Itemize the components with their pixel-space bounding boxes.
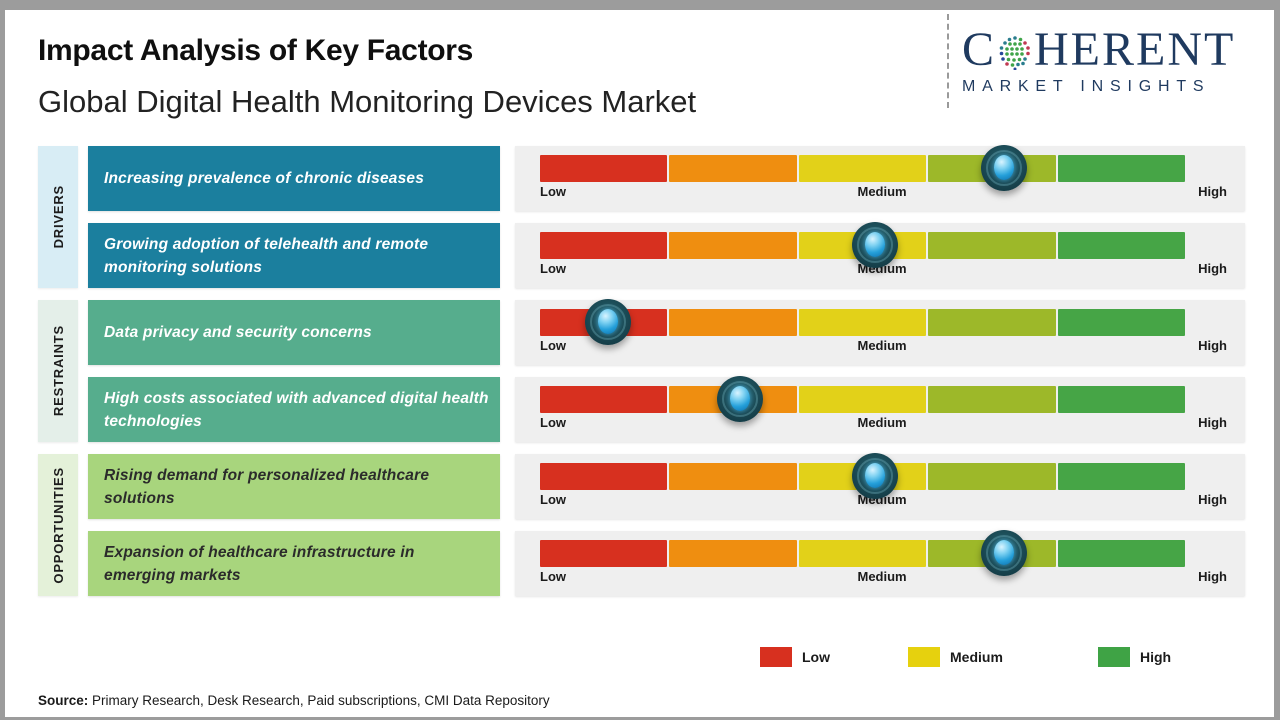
logo-letters-herent: HERENT: [1034, 23, 1236, 76]
marker-orb: [865, 463, 886, 488]
legend-swatch-medium: [908, 647, 940, 667]
group-label-drivers: DRIVERS: [50, 185, 66, 249]
factor-box-restraint-2: High costs associated with advanced digi…: [88, 377, 500, 442]
page-title: Impact Analysis of Key Factors: [38, 34, 474, 67]
legend-label-medium: Medium: [950, 649, 1003, 665]
impact-marker-icon: [981, 145, 1028, 191]
brand-logo-wordmark: C HERENT: [962, 26, 1264, 74]
group-band-opportunities: OPPORTUNITIES: [38, 454, 78, 596]
scale-label-medium: Medium: [857, 184, 907, 199]
scale-label-low: Low: [540, 415, 566, 430]
impact-marker-icon: [852, 453, 899, 499]
factor-text: Increasing prevalence of chronic disease…: [104, 170, 425, 187]
marker-orb: [994, 540, 1015, 565]
impact-marker-icon: [852, 222, 899, 268]
scale-label-low: Low: [540, 569, 566, 584]
marker-orb: [597, 309, 618, 334]
factor-text: Data privacy and security concerns: [104, 324, 372, 341]
impact-bar-panel-6: Low Medium High: [515, 530, 1245, 596]
legend-label-high: High: [1140, 649, 1172, 665]
scale-label-high: High: [1198, 415, 1227, 430]
impact-bar-panel-5: Low Medium High: [515, 453, 1245, 519]
scale-label-low: Low: [540, 492, 566, 507]
source-prefix: Source:: [38, 693, 89, 708]
impact-scale-bar: [540, 309, 1186, 336]
scale-label-high: High: [1198, 261, 1227, 276]
legend-label-low: Low: [802, 649, 830, 665]
factor-box-opportunity-2: Expansion of healthcare infrastructure i…: [88, 531, 500, 596]
legend-item-medium: Medium: [908, 646, 1003, 668]
logo-letter-c: C: [962, 23, 997, 76]
source-text: Primary Research, Desk Research, Paid su…: [88, 693, 550, 708]
factor-box-driver-2: Growing adoption of telehealth and remot…: [88, 223, 500, 288]
impact-marker-icon: [716, 376, 763, 422]
page-subtitle: Global Digital Health Monitoring Devices…: [38, 84, 697, 119]
legend-swatch-high: [1098, 647, 1130, 667]
group-label-opportunities: OPPORTUNITIES: [50, 466, 66, 584]
slide: Impact Analysis of Key Factors Global Di…: [5, 10, 1274, 717]
marker-orb: [729, 386, 750, 411]
group-band-drivers: DRIVERS: [38, 146, 78, 288]
factor-text: Rising demand for personalized healthcar…: [104, 466, 430, 507]
scale-label-medium: Medium: [857, 415, 907, 430]
logo-divider: [947, 14, 949, 108]
scale-label-high: High: [1198, 184, 1227, 199]
impact-bar-panel-2: Low Medium High: [515, 222, 1245, 288]
scale-label-high: High: [1198, 492, 1227, 507]
group-band-restraints: RESTRAINTS: [38, 300, 78, 442]
scale-label-medium: Medium: [857, 569, 907, 584]
impact-marker-icon: [584, 299, 631, 345]
impact-bar-panel-1: Low Medium High: [515, 145, 1245, 211]
scale-label-high: High: [1198, 338, 1227, 353]
legend-item-low: Low: [760, 646, 830, 668]
marker-orb: [994, 155, 1015, 180]
group-label-restraints: RESTRAINTS: [50, 325, 66, 417]
brand-logo-tagline: MARKET INSIGHTS: [962, 78, 1211, 95]
factor-text: Expansion of healthcare infrastructure i…: [104, 543, 415, 584]
scale-label-low: Low: [540, 184, 566, 199]
marker-orb: [865, 232, 886, 257]
impact-marker-icon: [981, 530, 1028, 576]
factor-box-driver-1: Increasing prevalence of chronic disease…: [88, 146, 500, 211]
factor-box-restraint-1: Data privacy and security concerns: [88, 300, 500, 365]
factor-text: Growing adoption of telehealth and remot…: [104, 235, 429, 276]
impact-scale-bar: [540, 386, 1186, 413]
scale-label-medium: Medium: [857, 338, 907, 353]
brand-logo: C HERENT MARKET INSIGHTS: [962, 26, 1264, 96]
impact-bar-panel-4: Low Medium High: [515, 376, 1245, 442]
globe-logo-icon: [999, 36, 1030, 70]
source-note: Source: Primary Research, Desk Research,…: [38, 693, 550, 708]
legend-item-high: High: [1098, 646, 1171, 668]
impact-scale-bar: [540, 540, 1186, 567]
factor-box-opportunity-1: Rising demand for personalized healthcar…: [88, 454, 500, 519]
impact-bar-panel-3: Low Medium High: [515, 299, 1245, 365]
impact-scale-bar: [540, 463, 1186, 490]
impact-scale-bar: [540, 155, 1186, 182]
legend-swatch-low: [760, 647, 792, 667]
factor-text: High costs associated with advanced digi…: [104, 389, 489, 430]
scale-label-low: Low: [540, 338, 566, 353]
scale-label-high: High: [1198, 569, 1227, 584]
scale-label-low: Low: [540, 261, 566, 276]
